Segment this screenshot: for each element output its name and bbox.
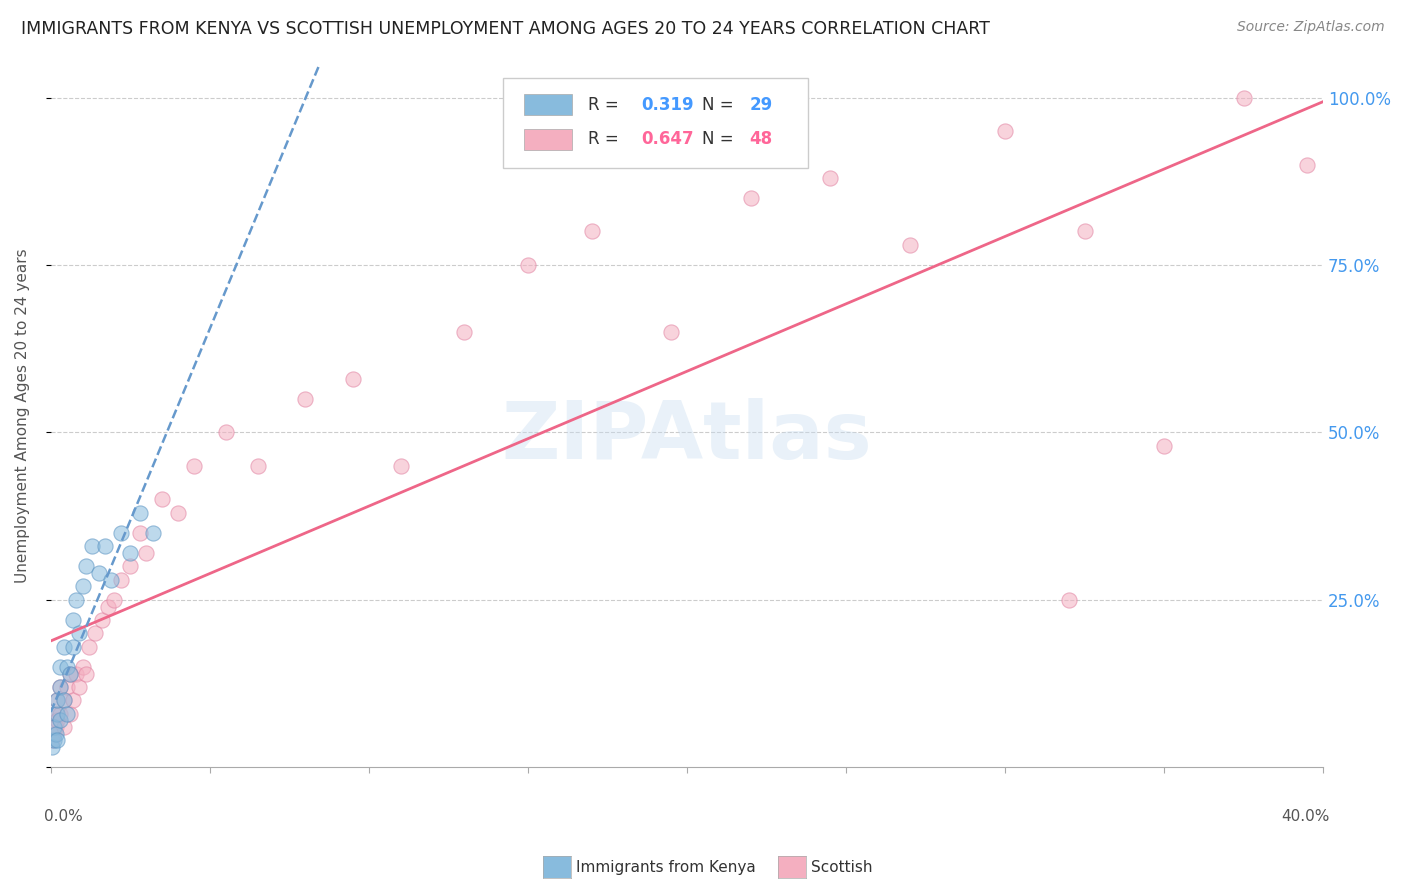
Point — [62, 613, 84, 627]
Point — [516, 258, 538, 272]
Point — [52, 693, 75, 707]
Point — [41, 733, 63, 747]
Point — [42, 706, 65, 721]
Point — [46, 693, 69, 707]
Point — [72, 660, 94, 674]
Text: 48: 48 — [749, 130, 772, 148]
Point — [69, 680, 91, 694]
Point — [72, 579, 94, 593]
Text: IMMIGRANTS FROM KENYA VS SCOTTISH UNEMPLOYMENT AMONG AGES 20 TO 24 YEARS CORRELA: IMMIGRANTS FROM KENYA VS SCOTTISH UNEMPL… — [21, 20, 990, 37]
Point — [46, 706, 69, 721]
Point — [59, 706, 82, 721]
Point — [59, 666, 82, 681]
Point — [110, 525, 132, 540]
Point — [46, 693, 69, 707]
Point — [46, 733, 69, 747]
Point — [62, 640, 84, 654]
Point — [1073, 225, 1095, 239]
Text: 0.0%: 0.0% — [45, 809, 83, 824]
Text: 0.319: 0.319 — [641, 95, 693, 114]
Point — [49, 706, 72, 721]
Point — [49, 680, 72, 694]
Point — [52, 640, 75, 654]
Point — [45, 720, 67, 734]
Point — [65, 592, 87, 607]
Point — [46, 714, 69, 728]
Point — [659, 325, 682, 339]
Point — [87, 566, 110, 580]
Point — [49, 660, 72, 674]
Text: N =: N = — [702, 95, 734, 114]
Point — [818, 170, 841, 185]
Point — [453, 325, 475, 339]
Point — [49, 680, 72, 694]
Point — [342, 372, 364, 386]
Point — [150, 492, 173, 507]
Point — [994, 124, 1017, 138]
Point — [1057, 592, 1080, 607]
Point — [97, 599, 120, 614]
Point — [167, 506, 190, 520]
Y-axis label: Unemployment Among Ages 20 to 24 years: Unemployment Among Ages 20 to 24 years — [15, 248, 30, 583]
Point — [389, 458, 412, 473]
FancyBboxPatch shape — [524, 128, 572, 150]
Point — [294, 392, 316, 406]
Point — [898, 238, 921, 252]
Point — [246, 458, 269, 473]
Point — [45, 727, 67, 741]
Text: R =: R = — [588, 95, 619, 114]
Point — [55, 680, 77, 694]
Point — [55, 706, 77, 721]
Text: Source: ZipAtlas.com: Source: ZipAtlas.com — [1237, 20, 1385, 34]
Text: 40.0%: 40.0% — [1281, 809, 1330, 824]
Point — [42, 727, 65, 741]
Point — [110, 573, 132, 587]
Point — [103, 592, 125, 607]
Point — [59, 666, 82, 681]
FancyBboxPatch shape — [502, 78, 808, 168]
Point — [55, 660, 77, 674]
Text: 29: 29 — [749, 95, 772, 114]
Point — [77, 640, 100, 654]
Point — [581, 225, 603, 239]
Point — [1153, 439, 1175, 453]
Point — [75, 666, 97, 681]
Point — [82, 539, 104, 553]
Point — [69, 626, 91, 640]
FancyBboxPatch shape — [524, 95, 572, 115]
Point — [100, 573, 122, 587]
Point — [42, 733, 65, 747]
Point — [740, 191, 762, 205]
Point — [1296, 157, 1319, 171]
Text: ZIPAtlas: ZIPAtlas — [502, 398, 872, 475]
Point — [1233, 90, 1256, 104]
Text: 0.647: 0.647 — [641, 130, 693, 148]
Text: Scottish: Scottish — [811, 860, 873, 874]
Point — [94, 539, 117, 553]
Point — [41, 740, 63, 755]
Point — [52, 720, 75, 734]
Point — [65, 666, 87, 681]
Point — [142, 525, 165, 540]
Point — [128, 506, 150, 520]
Point — [120, 559, 142, 574]
Point — [120, 546, 142, 560]
Point — [128, 525, 150, 540]
Point — [49, 714, 72, 728]
Point — [135, 546, 157, 560]
Point — [75, 559, 97, 574]
Text: R =: R = — [588, 130, 619, 148]
Point — [52, 693, 75, 707]
Text: Immigrants from Kenya: Immigrants from Kenya — [576, 860, 756, 874]
Point — [90, 613, 112, 627]
Point — [84, 626, 107, 640]
Text: N =: N = — [702, 130, 734, 148]
Point — [42, 720, 65, 734]
Point — [62, 693, 84, 707]
Point — [215, 425, 238, 440]
Point — [183, 458, 205, 473]
